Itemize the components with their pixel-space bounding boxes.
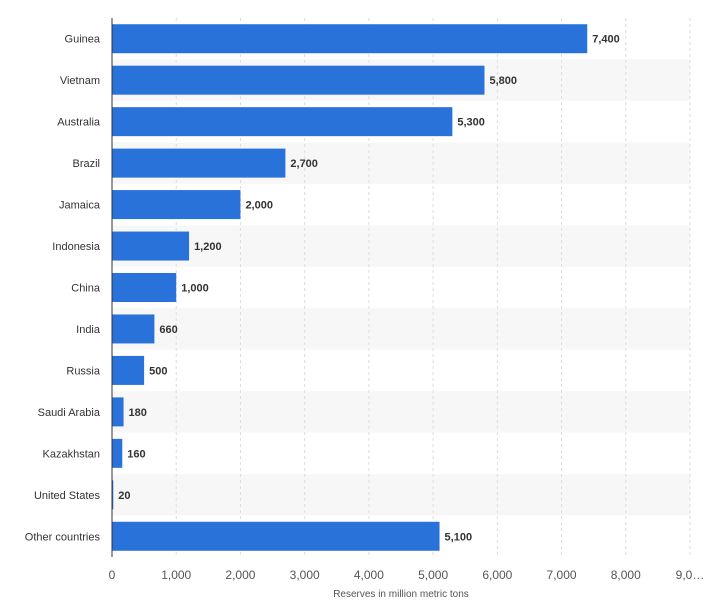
x-tick-label: 6,000 xyxy=(482,568,512,582)
value-label: 7,400 xyxy=(592,34,620,46)
category-label: Jamaica xyxy=(59,200,101,212)
bar xyxy=(112,148,286,178)
x-tick-label: 4,000 xyxy=(354,568,384,582)
row-stripes xyxy=(112,59,690,516)
value-label: 660 xyxy=(159,324,177,336)
bar xyxy=(112,107,453,137)
bar xyxy=(112,24,588,54)
x-tick-label: 0 xyxy=(109,568,116,582)
bars xyxy=(112,24,588,551)
row-stripe xyxy=(112,225,690,267)
category-label: China xyxy=(71,283,101,295)
category-label: India xyxy=(76,324,101,336)
category-label: Guinea xyxy=(65,34,101,46)
bar xyxy=(112,273,177,302)
category-label: Vietnam xyxy=(60,75,100,87)
x-axis-title: Reserves in million metric tons xyxy=(333,589,469,600)
category-label: Saudi Arabia xyxy=(38,407,101,419)
category-label: Australia xyxy=(57,117,101,129)
category-label: Kazakhstan xyxy=(43,448,100,460)
x-tick-label: 9,0… xyxy=(676,568,705,582)
value-label: 2,700 xyxy=(290,158,318,170)
value-label: 5,100 xyxy=(445,531,473,543)
bar xyxy=(112,480,114,510)
category-label: United States xyxy=(34,490,101,502)
x-tick-label: 5,000 xyxy=(418,568,448,582)
row-stripe xyxy=(112,308,690,350)
bar xyxy=(112,397,124,427)
bar xyxy=(112,231,190,261)
bar xyxy=(112,190,241,220)
bar xyxy=(112,314,155,344)
x-tick-label: 8,000 xyxy=(611,568,641,582)
value-label: 180 xyxy=(129,407,147,419)
category-label: Indonesia xyxy=(52,241,101,253)
category-labels: Guinea Vietnam Australia Brazil Jamaica Indon… xyxy=(25,34,101,544)
category-label: Brazil xyxy=(72,158,100,170)
x-tick-label: 2,000 xyxy=(225,568,255,582)
x-tick-label: 1,000 xyxy=(161,568,191,582)
x-tick-label: 3,000 xyxy=(290,568,320,582)
value-label: 5,800 xyxy=(489,75,517,87)
value-label: 2,000 xyxy=(245,200,273,212)
bar xyxy=(112,355,145,385)
row-stripe xyxy=(112,391,690,433)
value-label: 160 xyxy=(127,448,145,460)
value-label: 20 xyxy=(118,490,130,502)
value-label: 1,000 xyxy=(181,283,209,295)
value-label: 5,300 xyxy=(457,117,485,129)
x-tick-labels: 0 1,000 2,000 3,000 4,000 5,000 6,000 7,000 8,00… xyxy=(109,568,705,582)
bar xyxy=(112,65,485,95)
bar xyxy=(112,521,440,551)
bar xyxy=(112,438,123,468)
row-stripe xyxy=(112,474,690,516)
category-label: Other countries xyxy=(25,531,101,543)
value-labels: 7,400 5,800 5,300 2,700 2,000 1,200 1,000 660 50… xyxy=(118,34,619,544)
x-tick-label: 7,000 xyxy=(547,568,577,582)
category-label: Russia xyxy=(66,365,101,377)
value-label: 500 xyxy=(149,365,167,377)
value-label: 1,200 xyxy=(194,241,222,253)
